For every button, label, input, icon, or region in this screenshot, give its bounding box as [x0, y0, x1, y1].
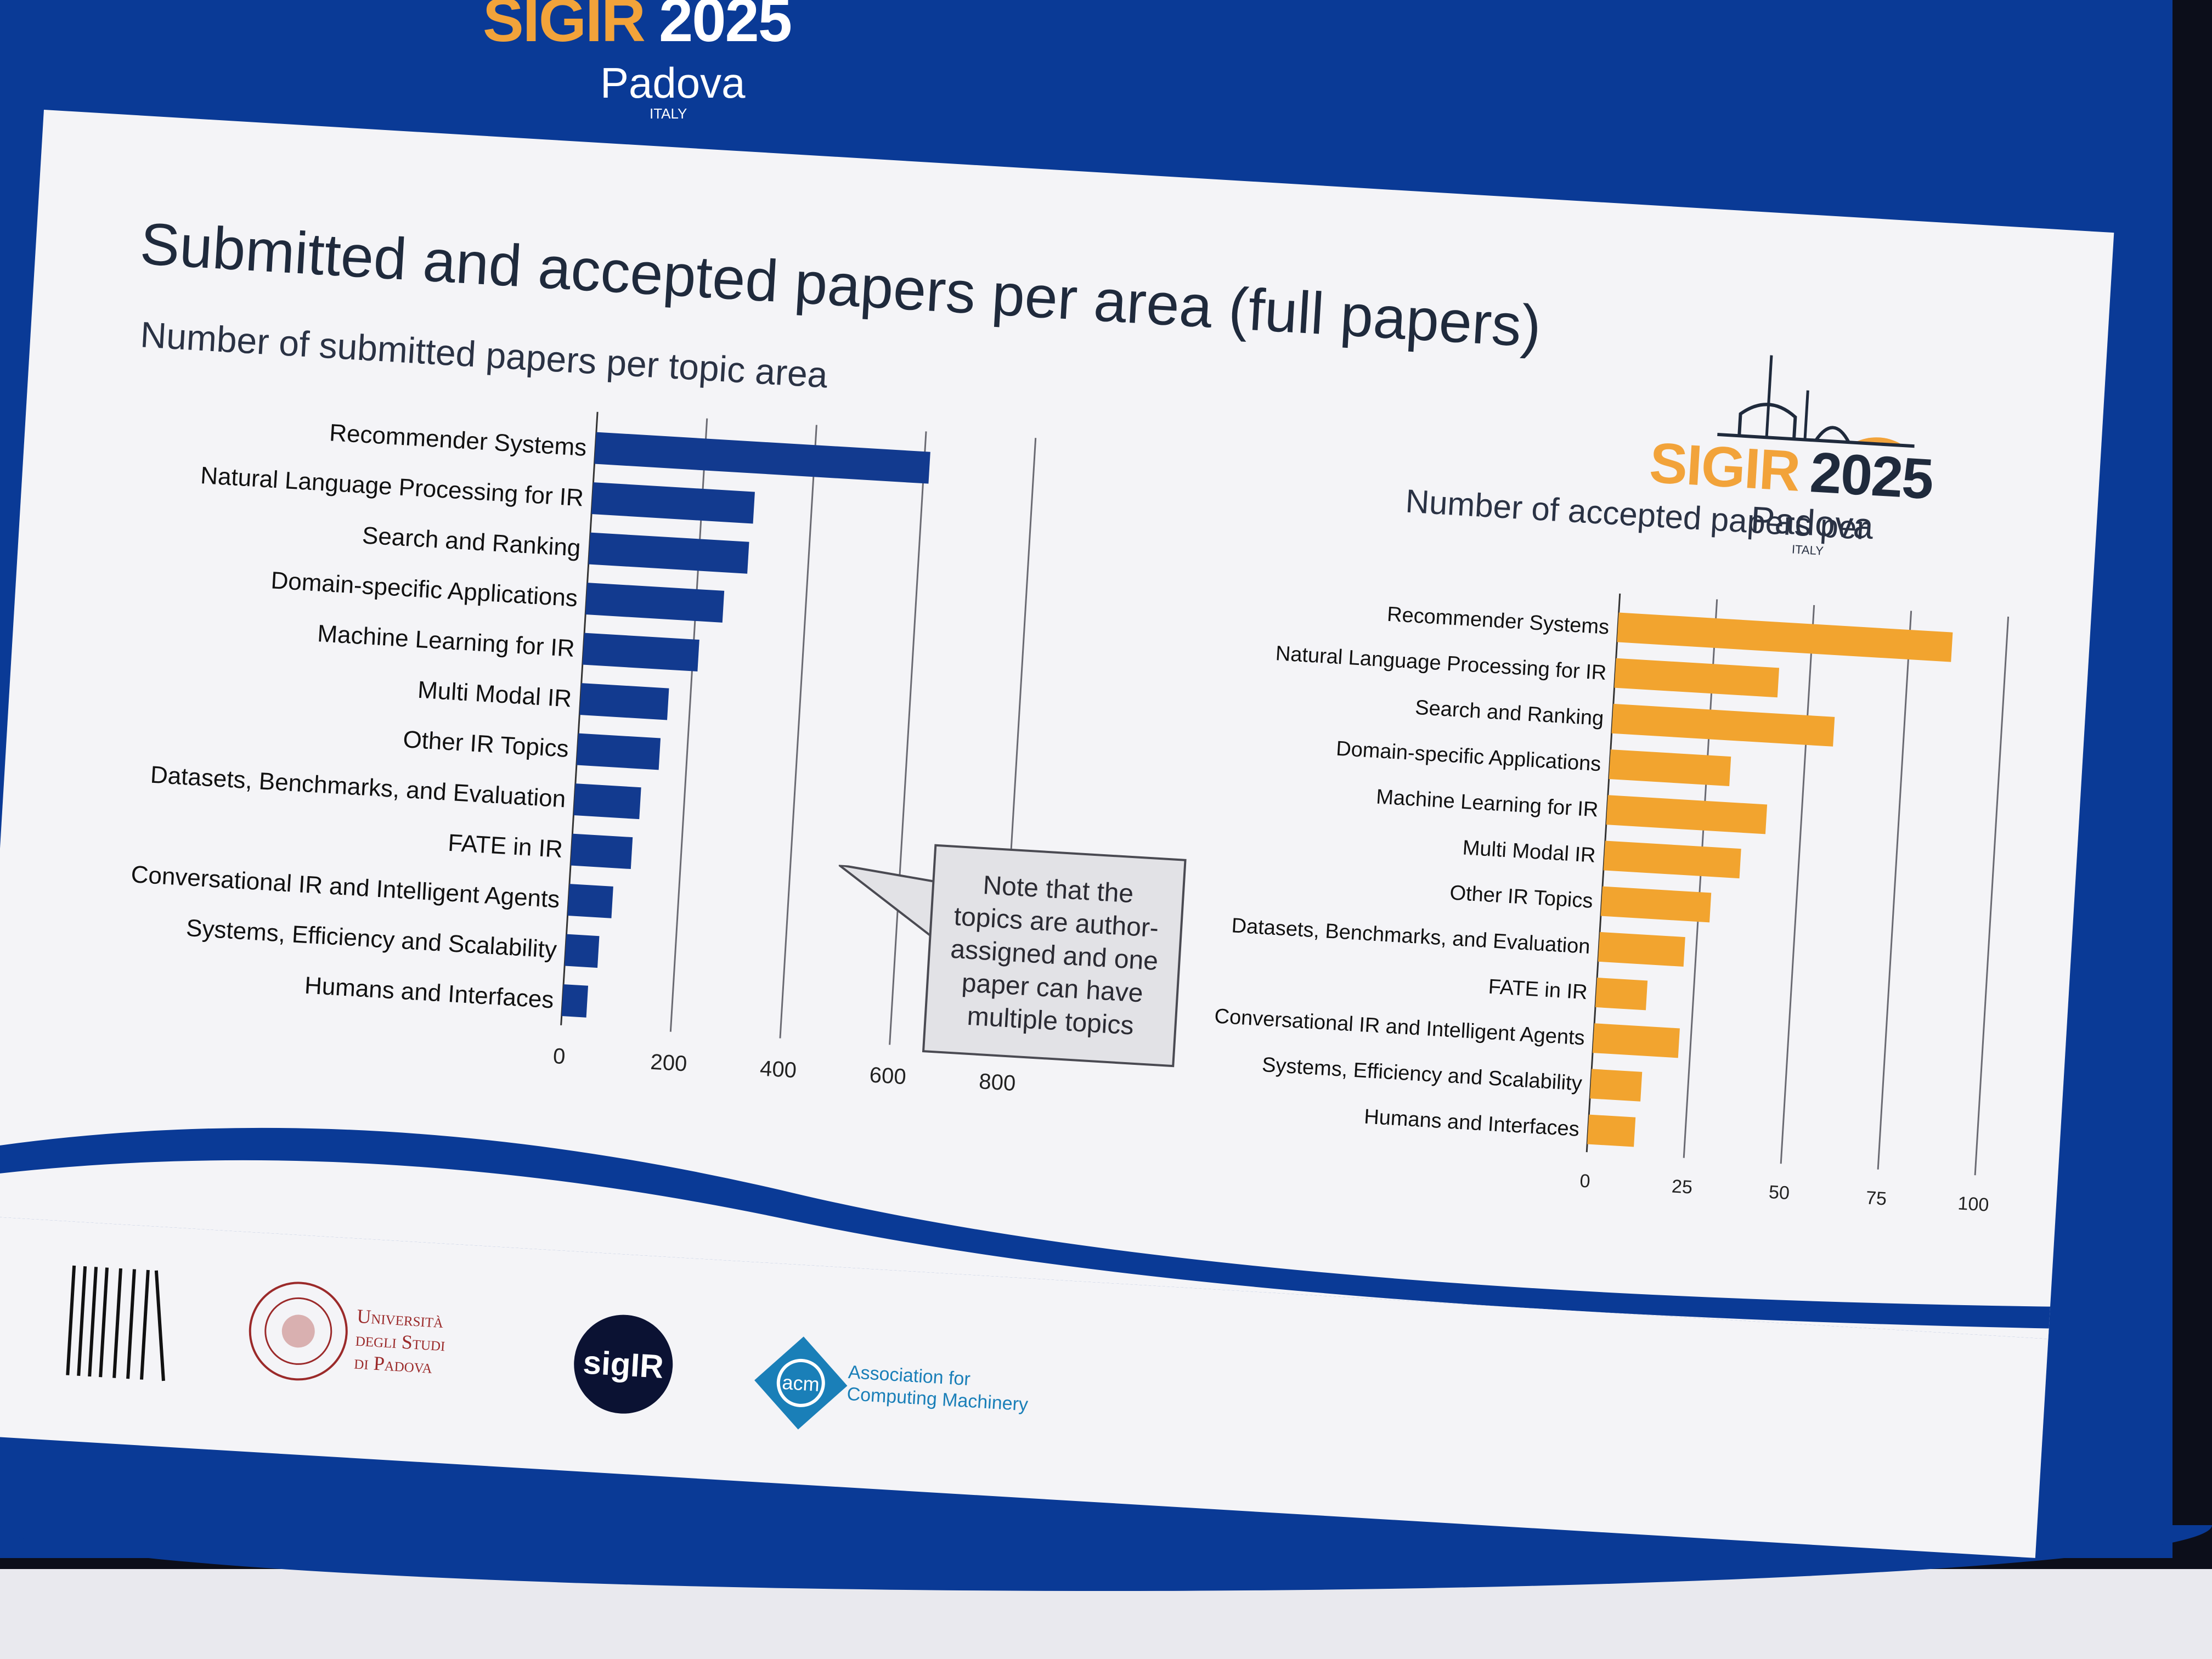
bar	[1593, 1023, 1680, 1058]
x-tick-label: 600	[869, 1063, 907, 1089]
category-label: Datasets, Benchmarks, and Evaluation	[150, 761, 567, 813]
header-city: Padova	[600, 59, 746, 107]
slide: Submitted and accepted papers per area (…	[0, 110, 2114, 1558]
bar	[565, 934, 600, 968]
x-tick-label: 0	[1579, 1171, 1591, 1192]
logo-city: Padova	[1750, 498, 1875, 547]
university-seal-icon	[249, 1282, 348, 1381]
category-label: Domain-specific Applications	[270, 567, 578, 612]
bar	[1606, 795, 1768, 834]
x-tick-label: 0	[552, 1044, 566, 1069]
gridline	[669, 418, 708, 1032]
header-country: ITALY	[650, 105, 687, 122]
nii-logo-icon	[66, 1265, 165, 1381]
bar	[1598, 932, 1685, 967]
acm-logo-icon: acm	[754, 1336, 848, 1430]
category-label: Domain-specific Applications	[1335, 737, 1601, 776]
gridline	[1877, 611, 1912, 1170]
gridline	[889, 431, 927, 1045]
bar	[1603, 840, 1741, 879]
bar	[1609, 749, 1731, 787]
category-label: Machine Learning for IR	[317, 620, 575, 662]
submitted-papers-chart: 0 200 400 600 800 Recommender SystemsNatural …	[130, 411, 1037, 1096]
category-label: Conversational IR and Intelligent Agents	[130, 861, 560, 913]
header-year: 2025	[658, 0, 792, 54]
x-tick-label: 200	[650, 1050, 687, 1076]
footer-wave	[0, 1127, 2062, 1340]
bar	[588, 532, 749, 574]
bar	[567, 884, 613, 918]
gridline	[1780, 605, 1815, 1164]
bar	[1587, 1114, 1636, 1147]
category-label: Recommender Systems	[329, 419, 588, 461]
header-logo-text: SIGIR 2025	[483, 0, 792, 55]
bar	[576, 733, 661, 770]
x-tick-label: 50	[1768, 1182, 1790, 1204]
university-name-line-3: di Padova	[353, 1351, 433, 1378]
wall-strip	[0, 1525, 2212, 1659]
bar	[570, 833, 633, 870]
x-tick-label: 75	[1865, 1187, 1887, 1209]
sigir-logo: SIGIR 2025 Padova ITALY	[1645, 348, 1963, 564]
x-tick-label: 25	[1671, 1176, 1693, 1198]
category-label: FATE in IR	[1488, 975, 1588, 1005]
header-logo: SIGIR 2025 Padova ITALY	[483, 0, 867, 132]
university-name: Università degli Studi di Padova	[353, 1305, 447, 1379]
sigir-badge: sigIR	[571, 1312, 676, 1417]
y-axis-line	[560, 411, 599, 1025]
category-label: FATE in IR	[447, 830, 563, 863]
category-label: Natural Language Processing for IR	[1275, 642, 1607, 685]
category-label: Systems, Efficiency and Scalability	[185, 915, 557, 963]
bar	[1600, 886, 1712, 923]
category-label: Humans and Interfaces	[304, 972, 555, 1014]
x-tick-label: 800	[978, 1069, 1016, 1096]
header-sigir: SIGIR	[483, 0, 646, 54]
category-label: Multi Modal IR	[417, 676, 573, 713]
bar	[1595, 978, 1648, 1011]
category-label: Conversational IR and Intelligent Agents	[1214, 1005, 1585, 1049]
category-label: Search and Ranking	[362, 522, 582, 562]
category-label: Other IR Topics	[1449, 881, 1593, 912]
logo-year: 2025	[1808, 441, 1935, 512]
category-label: Machine Learning for IR	[1375, 786, 1599, 822]
x-tick-label: 100	[1957, 1193, 1990, 1215]
bar	[585, 583, 725, 623]
logo-country: ITALY	[1791, 542, 1824, 558]
bar	[594, 432, 930, 484]
x-tick-label: 400	[759, 1057, 797, 1083]
bar	[591, 482, 755, 524]
gridline	[779, 425, 817, 1039]
note-callout: Note that the topics are author-assigned…	[922, 844, 1187, 1068]
category-label: Natural Language Processing for IR	[200, 462, 584, 511]
bar	[1611, 703, 1835, 747]
bar	[582, 633, 699, 672]
bar	[1617, 612, 1953, 662]
category-label: Systems, Efficiency and Scalability	[1261, 1053, 1583, 1096]
bar	[1590, 1069, 1643, 1102]
category-label: Humans and Interfaces	[1363, 1105, 1580, 1141]
bar	[561, 984, 589, 1018]
bar	[1614, 658, 1780, 698]
category-label: Recommender Systems	[1386, 603, 1610, 639]
acm-badge-text: acm	[782, 1371, 820, 1396]
padova-skyline-icon	[1717, 355, 1915, 448]
gridline	[1974, 616, 2010, 1176]
bar	[573, 783, 641, 820]
acm-name: Association for Computing Machinery	[847, 1361, 1030, 1415]
logo-sigir: SIGIR	[1647, 431, 1802, 504]
category-label: Datasets, Benchmarks, and Evaluation	[1231, 914, 1591, 958]
category-label: Multi Modal IR	[1462, 836, 1596, 867]
bar	[579, 683, 669, 720]
category-label: Other IR Topics	[402, 726, 569, 763]
category-label: Search and Ranking	[1414, 696, 1604, 730]
